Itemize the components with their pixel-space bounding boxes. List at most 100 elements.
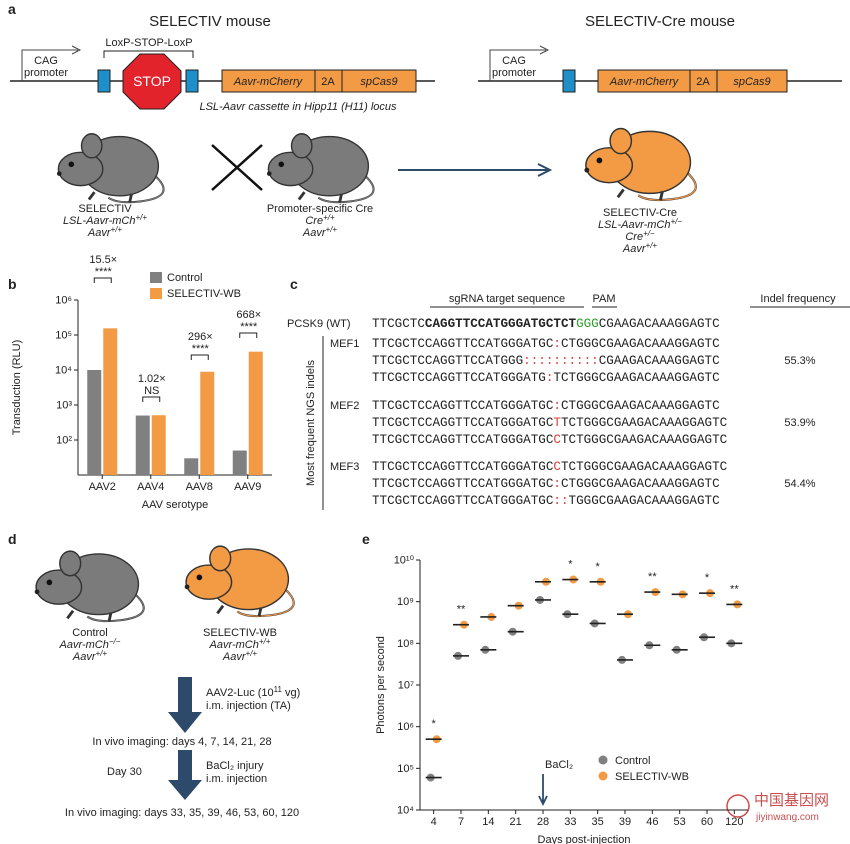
- sequence-part: CTGGGCGAAGACAAAGGAGTC: [561, 477, 720, 491]
- sequence-part: T: [553, 416, 561, 430]
- bar: [103, 328, 118, 475]
- significance-label: *: [568, 559, 573, 571]
- mouse-illustration: [265, 132, 376, 204]
- arrow: [168, 677, 202, 733]
- y-tick-label: 10¹⁰: [394, 555, 415, 567]
- label-part: +/+: [246, 649, 258, 658]
- bar: [200, 371, 215, 475]
- label-part: +/+: [323, 213, 335, 222]
- fold-label: 1.02×: [138, 373, 166, 385]
- sequence-part: CTGGGCGAAGACAAAGGAGTC: [561, 337, 720, 351]
- label-line: Cre+/+: [305, 213, 335, 228]
- stop-label: STOP: [133, 73, 171, 89]
- significance-bracket: [190, 354, 209, 360]
- x-tick-label: 120: [725, 816, 743, 828]
- mouse-name: Control: [72, 627, 107, 639]
- group-name: MEF1: [330, 338, 359, 350]
- x-tick-label: 60: [701, 816, 713, 828]
- significance-bracket: [93, 277, 112, 283]
- sequence-part: TTCGCTCCAGGTTCCATGGG: [372, 354, 523, 368]
- label-line: AAV2-Luc (1011 vg): [206, 685, 300, 700]
- mouse-name: SELECTIV-WB: [203, 627, 277, 639]
- indel-sequence: TTCGCTCCAGGTTCCATGGGATGC:CTGGGCGAAGACAAA…: [372, 477, 720, 491]
- sequence-part: TCTGGGCGAAGACAAAGGAGTC: [561, 416, 728, 430]
- arrow: [168, 750, 202, 800]
- construct-title: SELECTIV-Cre mouse: [585, 13, 735, 30]
- group-name: MEF2: [330, 400, 359, 412]
- wt-sequence: TTCGCTCCAGGTTCCATGGGATGCTCTGGGCGAAGACAAA…: [372, 317, 720, 331]
- annotation-arrow: [538, 774, 548, 807]
- sequence-part: CGAAGACAAAGGAGTC: [599, 317, 720, 331]
- legend-label: SELECTIV-WB: [615, 771, 689, 783]
- fold-label: 296×: [188, 331, 213, 343]
- label-part: BaCl₂ injury: [206, 760, 264, 772]
- label-part: LSL-Aavr-mCh: [63, 215, 136, 227]
- x-tick-label: 53: [674, 816, 686, 828]
- label-line: Aavr+/+: [87, 225, 123, 240]
- x-tick-label: 21: [510, 816, 522, 828]
- mouse-illustration: [582, 126, 698, 202]
- label-part: Cre: [305, 215, 323, 227]
- gene-label: spCas9: [733, 76, 770, 88]
- label-part: +/+: [326, 225, 338, 234]
- label-part: +/+: [646, 241, 658, 250]
- sequence-part: TTCGCTCCAGGTTCCATGGGATGC: [372, 460, 554, 474]
- label-part: Aavr: [87, 227, 112, 239]
- significance-label: ****: [95, 266, 113, 278]
- label-line: Aavr+/+: [302, 225, 338, 240]
- sequence-part: TTCGCTCCAGGTTCCATGGGATGC: [372, 399, 554, 413]
- significance-label: **: [648, 571, 657, 583]
- mouse-name: Promoter-specific Cre: [267, 203, 373, 215]
- y-axis-label: Transduction (RLU): [11, 340, 23, 436]
- label-line: Aavr+/+: [222, 649, 258, 664]
- promoter-label: promoter: [492, 67, 536, 79]
- loxp-site: [562, 69, 576, 93]
- label-line: Aavr+/+: [622, 241, 658, 256]
- label-part: i.m. injection (TA): [206, 700, 291, 712]
- sequence-part: TCTGGGCGAAGACAAAGGAGTC: [561, 433, 728, 447]
- significance-bracket: [142, 396, 161, 402]
- legend-label: Control: [167, 272, 202, 284]
- sequence-part: C: [553, 433, 561, 447]
- x-tick-label: AAV8: [186, 481, 213, 493]
- y-axis-label: Photons per second: [375, 636, 387, 734]
- gene-box: [716, 69, 788, 93]
- label-part: +/+: [135, 213, 147, 222]
- label-line: i.m. injection: [206, 773, 267, 785]
- significance-label: *: [432, 718, 437, 730]
- label-line: Aavr-mCh−/−: [59, 637, 121, 652]
- x-tick-label: 4: [431, 816, 437, 828]
- sequence-name: PCSK9 (WT): [287, 318, 351, 330]
- sequence-part: TTCGCTCCAGGTTCCATGGGATGC: [372, 494, 554, 508]
- sequence-part: :: [553, 337, 561, 351]
- fold-label: 668×: [236, 309, 261, 321]
- indel-sequence: TTCGCTCCAGGTTCCATGGGATG:TCTGGGCGAAGACAAA…: [372, 371, 720, 385]
- x-tick-label: AAV9: [234, 481, 261, 493]
- sequence-part: CAGGTTCCATGGGATGCTCT: [425, 317, 577, 331]
- significance-label: **: [730, 583, 739, 595]
- label-part: vg): [282, 687, 300, 699]
- panel-label: d: [8, 531, 17, 547]
- y-tick-label: 10⁶: [397, 721, 414, 733]
- indel-sequence: TTCGCTCCAGGTTCCATGGGATGCCTCTGGGCGAAGACAA…: [372, 433, 728, 447]
- sequence-part: TTCGCTC: [372, 317, 425, 331]
- arrow: [398, 163, 553, 177]
- x-tick-label: AAV2: [89, 481, 116, 493]
- cross-symbol: [211, 144, 263, 191]
- mouse-name: SELECTIV-Cre: [603, 207, 677, 219]
- legend-swatch: [150, 288, 162, 299]
- panel-label: a: [8, 1, 16, 17]
- indel-sequence: TTCGCTCCAGGTTCCATGGGATGC:CTGGGCGAAGACAAA…: [372, 399, 720, 413]
- indel-frequency: 55.3%: [784, 355, 815, 367]
- indel-sequence: TTCGCTCCAGGTTCCATGGG::::::::::CGAAGACAAA…: [372, 354, 720, 368]
- step-label: In vivo imaging: days 33, 35, 39, 46, 53…: [65, 807, 299, 819]
- y-tick-label: 10⁵: [55, 330, 72, 342]
- significance-label: *: [705, 572, 710, 584]
- column-header: sgRNA target sequence: [449, 293, 565, 305]
- label-part: −/−: [109, 637, 121, 646]
- sequence-part: TTCGCTCCAGGTTCCATGGGATGC: [372, 416, 554, 430]
- gene-label: spCas9: [360, 76, 397, 88]
- label-part: +/+: [259, 637, 271, 646]
- label-line: Aavr-mCh+/+: [209, 637, 271, 652]
- sequence-part: TCTGGGCGAAGACAAAGGAGTC: [553, 371, 720, 385]
